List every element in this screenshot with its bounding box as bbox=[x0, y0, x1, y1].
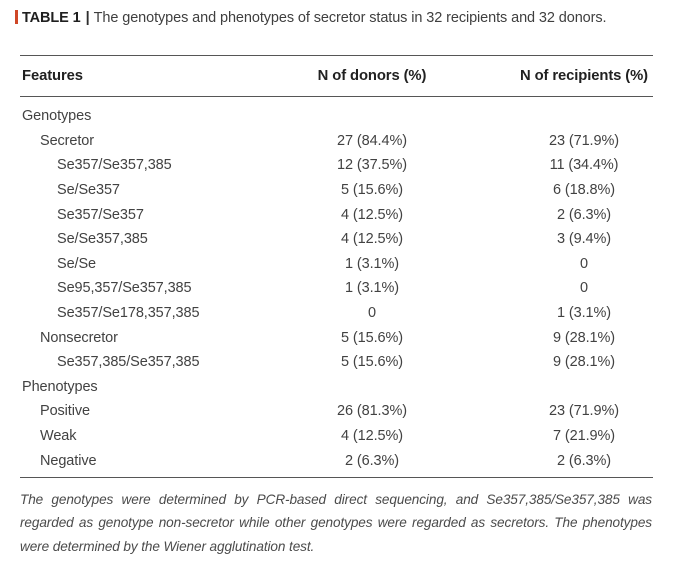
feature-cell: Se357/Se357,385 bbox=[57, 157, 172, 174]
table-row: Se95,357/Se357,385 1 (3.1%) 0 bbox=[20, 276, 653, 301]
recipients-value-cell: 0 bbox=[580, 280, 588, 297]
table-row: Se/Se 1 (3.1%) 0 bbox=[20, 252, 653, 277]
recipients-value-cell: 9 (28.1%) bbox=[553, 329, 615, 346]
table-footnote: The genotypes were determined by PCR-bas… bbox=[20, 491, 652, 554]
donors-value-cell: 27 (84.4%) bbox=[337, 132, 407, 149]
table-caption-label: TABLE 1 bbox=[22, 10, 81, 26]
table-row: Negative 2 (6.3%) 2 (6.3%) bbox=[20, 448, 653, 477]
column-header-features: Features bbox=[20, 55, 229, 97]
feature-cell: Se357/Se357 bbox=[57, 206, 144, 223]
feature-cell: Se357,385/Se357,385 bbox=[57, 354, 200, 371]
feature-cell: Negative bbox=[40, 452, 97, 469]
donors-value-cell: 2 (6.3%) bbox=[345, 452, 399, 469]
table-container: Features N of donors (%) N of recipients… bbox=[20, 55, 653, 478]
recipients-value-cell: 23 (71.9%) bbox=[549, 132, 619, 149]
recipients-value-cell: 9 (28.1%) bbox=[553, 354, 615, 371]
table-row: Se357,385/Se357,385 5 (15.6%) 9 (28.1%) bbox=[20, 350, 653, 375]
feature-cell: Positive bbox=[40, 403, 90, 420]
paper-table-page: TABLE 1 | The genotypes and phenotypes of … bbox=[0, 9, 674, 582]
donors-value-cell: 1 (3.1%) bbox=[345, 255, 399, 272]
column-header-donors: N of donors (%) bbox=[229, 55, 515, 97]
donors-value-cell: 5 (15.6%) bbox=[341, 354, 403, 371]
table-caption-text: The genotypes and phenotypes of secretor… bbox=[93, 10, 607, 26]
donors-value-cell bbox=[229, 375, 515, 400]
feature-cell: Phenotypes bbox=[22, 378, 98, 395]
feature-cell: Nonsecretor bbox=[40, 329, 118, 346]
feature-cell: Se/Se357,385 bbox=[57, 231, 148, 248]
donors-value-cell: 4 (12.5%) bbox=[341, 428, 403, 445]
donors-value-cell: 1 (3.1%) bbox=[345, 280, 399, 297]
caption-pipe-separator: | bbox=[85, 10, 90, 26]
recipients-value-cell: 6 (18.8%) bbox=[553, 182, 615, 199]
feature-cell: Genotypes bbox=[22, 108, 92, 125]
section-row: Phenotypes bbox=[20, 375, 653, 400]
donors-value-cell: 5 (15.6%) bbox=[341, 182, 403, 199]
donors-value-cell: 12 (37.5%) bbox=[337, 157, 407, 174]
recipients-value-cell bbox=[515, 375, 653, 400]
red-accent-bar-icon bbox=[15, 10, 18, 24]
donors-value-cell: 5 (15.6%) bbox=[341, 329, 403, 346]
table-row: Se357/Se178,357,385 0 1 (3.1%) bbox=[20, 301, 653, 326]
table-row: Se357/Se357,385 12 (37.5%) 11 (34.4%) bbox=[20, 153, 653, 178]
recipients-value-cell: 2 (6.3%) bbox=[557, 452, 611, 469]
recipients-value-cell: 23 (71.9%) bbox=[549, 403, 619, 420]
recipients-value-cell: 1 (3.1%) bbox=[557, 305, 611, 322]
feature-cell: Se/Se bbox=[57, 255, 96, 272]
table-row: Weak 4 (12.5%) 7 (21.9%) bbox=[20, 424, 653, 449]
table-row: Se357/Se357 4 (12.5%) 2 (6.3%) bbox=[20, 202, 653, 227]
feature-cell: Se/Se357 bbox=[57, 182, 120, 199]
recipients-value-cell: 2 (6.3%) bbox=[557, 206, 611, 223]
recipients-value-cell: 11 (34.4%) bbox=[549, 157, 619, 174]
feature-cell: Weak bbox=[40, 428, 77, 445]
feature-cell: Se95,357/Se357,385 bbox=[57, 280, 192, 297]
table-header: Features N of donors (%) N of recipients… bbox=[20, 55, 653, 97]
recipients-value-cell: 7 (21.9%) bbox=[553, 428, 615, 445]
table-row: Se/Se357,385 4 (12.5%) 3 (9.4%) bbox=[20, 227, 653, 252]
table-row: Nonsecretor 5 (15.6%) 9 (28.1%) bbox=[20, 325, 653, 350]
recipients-value-cell bbox=[515, 97, 653, 129]
recipients-value-cell: 3 (9.4%) bbox=[557, 231, 611, 248]
recipients-value-cell: 0 bbox=[580, 255, 588, 272]
feature-cell: Se357/Se178,357,385 bbox=[57, 305, 200, 322]
secretor-status-table: Features N of donors (%) N of recipients… bbox=[20, 55, 653, 478]
table-row: Se/Se357 5 (15.6%) 6 (18.8%) bbox=[20, 178, 653, 203]
feature-cell: Secretor bbox=[40, 132, 94, 149]
donors-value-cell: 4 (12.5%) bbox=[341, 231, 403, 248]
column-header-recipients: N of recipients (%) bbox=[515, 55, 653, 97]
donors-value-cell: 26 (81.3%) bbox=[337, 403, 407, 420]
table-row: Secretor 27 (84.4%) 23 (71.9%) bbox=[20, 129, 653, 154]
section-row: Genotypes bbox=[20, 97, 653, 129]
donors-value-cell: 0 bbox=[368, 305, 376, 322]
table-row: Positive 26 (81.3%) 23 (71.9%) bbox=[20, 399, 653, 424]
donors-value-cell bbox=[229, 97, 515, 129]
table-caption: TABLE 1 | The genotypes and phenotypes of … bbox=[15, 9, 652, 28]
donors-value-cell: 4 (12.5%) bbox=[341, 206, 403, 223]
table-body: Genotypes Secretor 27 (84.4%) 23 (71.9%) Se3… bbox=[20, 97, 653, 478]
header-row: Features N of donors (%) N of recipients… bbox=[20, 55, 653, 97]
